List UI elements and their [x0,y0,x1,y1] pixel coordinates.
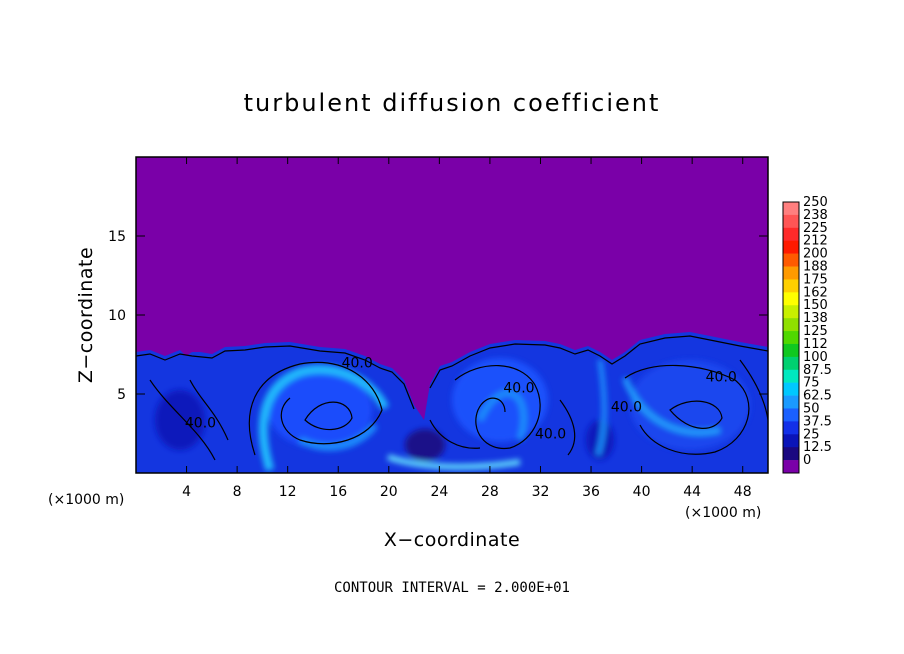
contour-right-edge [739,359,768,421]
colorbar-label: 138 [803,311,828,326]
contour-left-inner [304,401,353,431]
contour-far-left [149,379,229,461]
colorbar-swatch [783,331,799,345]
cyan-filament-2 [298,422,378,451]
colorbar-label: 37.5 [803,414,832,429]
eddy-core-left [268,372,372,448]
cyan-filament-3 [387,454,521,470]
dark-pocket-c [155,390,205,450]
x-tick-label: 16 [329,484,347,500]
x-tick-label: 32 [532,484,550,500]
eddy-highlights [155,358,750,472]
colorbar-swatch [783,382,799,396]
colorbar-label: 212 [803,234,828,249]
x-tick-label: 40 [633,484,651,500]
contour-lines [136,335,768,461]
x-tick-label: 24 [430,484,448,500]
x-tick-label: 4 [182,484,191,500]
colorbar-swatch [783,395,799,409]
contour-label: 40.0 [342,355,373,371]
cyan-filament-1 [258,364,390,472]
colorbar: 2502382252122001881751621501381251121008… [782,195,832,474]
x-tick-label: 12 [279,484,297,500]
x-tick-label: 8 [233,484,242,500]
contour-right-inner [669,400,723,429]
colorbar-label: 238 [803,208,828,223]
contour-center-eddy [454,364,541,450]
contour-right-center [559,399,576,456]
colorbar-label: 225 [803,221,828,236]
colorbar-swatch [783,214,799,229]
y-tick-label: 10 [108,308,126,324]
cyan-filament-6 [622,376,721,436]
colorbar-swatch [783,292,799,306]
contour-label: 40.0 [503,381,534,397]
eddy-core-right [630,360,750,450]
dark-pocket-a [405,429,445,461]
colorbar-swatch [783,356,799,371]
contour-label: 40.0 [611,400,642,416]
x-axis-label: X−coordinate [384,529,520,551]
colorbar-swatch [783,253,799,267]
colorbar-label: 62.5 [803,389,832,404]
contour-outer [136,335,768,410]
colorbar-label: 162 [803,285,828,300]
colorbar-swatch [783,266,799,280]
y-tick-label: 15 [108,229,126,245]
colorbar-swatch [783,369,799,383]
colorbar-label: 175 [803,272,828,287]
chart-title: turbulent diffusion coefficient [244,89,661,117]
x-tick-label: 48 [734,484,752,500]
contour-center-low [429,419,481,449]
x-tick-label: 36 [582,484,600,500]
colorbar-swatch [783,202,799,216]
x-tick-label: 28 [481,484,499,500]
colorbar-swatch [783,343,799,358]
contour-label: 40.0 [185,415,216,431]
x-axis-unit-right: (×1000 m) [685,505,761,521]
colorbar-label: 0 [803,453,811,468]
contour-label: 40.0 [706,370,737,386]
colorbar-label: 188 [803,260,828,275]
contour-left-eddy [248,361,383,456]
colorbar-label: 75 [803,376,820,391]
colorbar-label: 150 [803,298,828,313]
plot-area: 40.0 40.0 40.0 40.0 40.0 40.0 [136,157,768,473]
contour-label: 40.0 [535,427,566,443]
colorbar-label: 100 [803,350,828,365]
colorbar-label: 12.5 [803,440,832,455]
colorbar-swatch [783,305,799,319]
colorbar-swatch [783,460,799,474]
colorbar-label: 125 [803,324,828,339]
y-axis-label: Z−coordinate [75,247,97,383]
colorbar-swatch [783,408,799,422]
x-axis: 4 8 12 16 20 24 28 32 36 40 44 48 [182,157,752,500]
colorbar-swatch [783,447,799,461]
colorbar-swatch [783,227,799,242]
colorbar-label: 250 [803,195,828,210]
cyan-filament-4 [477,390,527,441]
colorbar-label: 25 [803,427,820,442]
colorbar-label: 200 [803,247,828,262]
contour-labels: 40.0 40.0 40.0 40.0 40.0 40.0 [185,355,737,442]
colorbar-swatch [783,318,799,332]
y-tick-label: 5 [117,387,126,403]
y-axis: 5 10 15 [108,229,768,403]
x-tick-label: 44 [683,484,701,500]
x-axis-unit-left: (×1000 m) [48,492,124,508]
contour-interval-note: CONTOUR INTERVAL = 2.000E+01 [334,580,570,596]
colorbar-swatch [783,240,799,254]
cyan-filament-5 [595,359,607,456]
colorbar-label: 50 [803,401,820,416]
colorbar-label: 87.5 [803,363,832,378]
colorbar-label: 112 [803,337,828,352]
colorbar-frame [782,201,800,474]
colorbar-swatch [783,434,799,448]
x-tick-label: 20 [380,484,398,500]
colorbar-swatch [783,279,799,293]
contour-right-eddy [624,364,750,455]
colorbar-swatch [783,421,799,435]
